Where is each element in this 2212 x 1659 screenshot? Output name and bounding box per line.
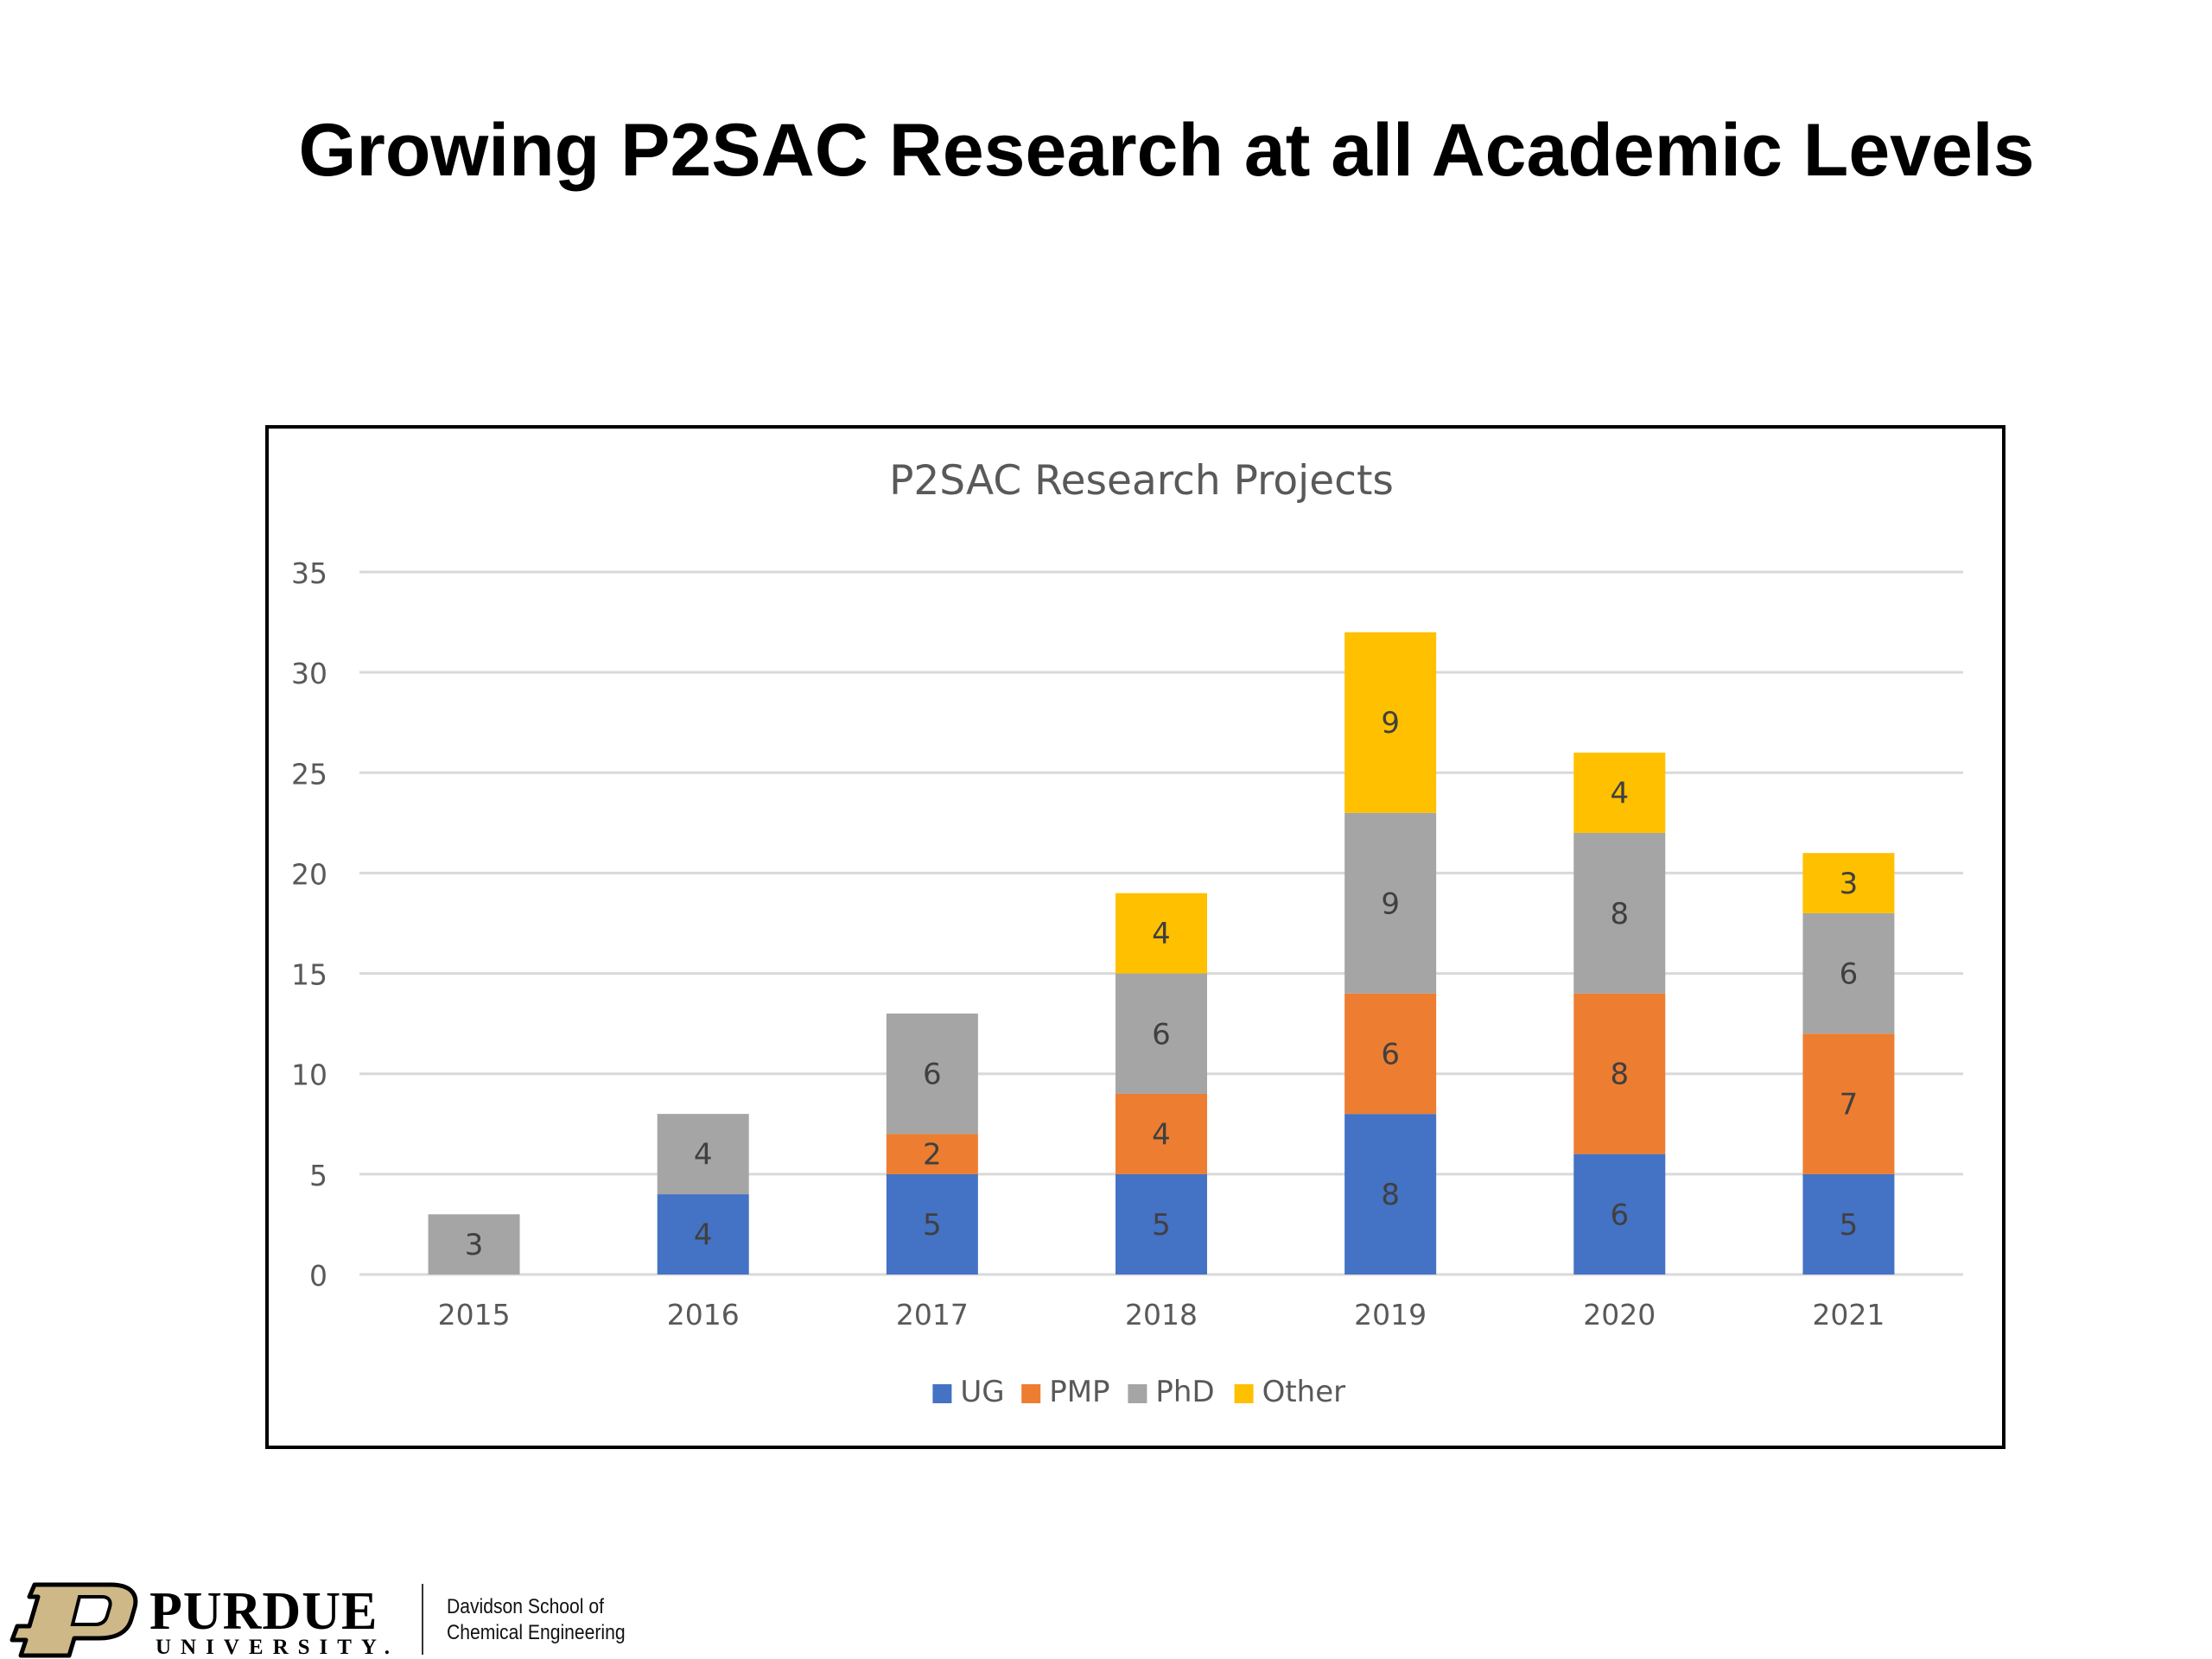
legend-label-phd: PhD	[1155, 1375, 1214, 1409]
data-label: 2	[923, 1138, 942, 1173]
y-tick-label: 10	[291, 1058, 327, 1092]
legend-swatch-pmp	[1021, 1384, 1041, 1403]
bar-segment-other-2020	[1573, 753, 1666, 833]
bar-segment-other-2021	[1802, 853, 1895, 913]
bar-segment-ug-2019	[1344, 1114, 1437, 1274]
legend: UG PMP PhD Other	[932, 1375, 1345, 1409]
bar-segment-ug-2017	[886, 1173, 978, 1274]
university-wordmark: UNIVERSITY.	[156, 1636, 399, 1659]
bar-segment-ug-2020	[1573, 1154, 1666, 1274]
chart-title: P2SAC Research Projects	[889, 457, 1394, 505]
logo-divider	[422, 1584, 423, 1655]
data-label: 4	[1152, 917, 1171, 951]
data-label: 9	[1381, 706, 1400, 741]
x-tick-label: 2020	[1583, 1298, 1656, 1332]
y-tick-label: 35	[291, 556, 327, 590]
department-line-1: Davidson School of	[447, 1595, 604, 1618]
department-line-2: Chemical Engineering	[447, 1621, 626, 1644]
x-tick-label: 2021	[1812, 1298, 1885, 1332]
data-label: 4	[1610, 777, 1629, 811]
data-label: 3	[465, 1228, 484, 1262]
bar-segment-phd-2021	[1802, 912, 1895, 1034]
bar-segment-other-2018	[1116, 893, 1207, 974]
x-tick-label: 2018	[1125, 1298, 1198, 1332]
y-tick-label: 25	[291, 757, 327, 791]
data-label: 6	[1381, 1037, 1400, 1071]
bar-segment-phd-2015	[428, 1214, 520, 1274]
data-label: 5	[1152, 1208, 1171, 1243]
bar-segment-phd-2017	[886, 1014, 978, 1135]
legend-swatch-ug	[932, 1384, 952, 1403]
data-label: 6	[1840, 957, 1859, 992]
y-tick-label: 30	[291, 657, 327, 690]
bar-segment-pmp-2021	[1802, 1033, 1895, 1174]
purdue-p-mark-icon	[10, 1582, 138, 1658]
data-label: 9	[1381, 887, 1400, 921]
bar-segment-phd-2016	[657, 1114, 749, 1195]
bar-segment-pmp-2018	[1116, 1093, 1207, 1174]
bar-segment-ug-2021	[1802, 1173, 1895, 1274]
bar-segment-pmp-2020	[1573, 993, 1666, 1154]
x-tick-label: 2017	[896, 1298, 969, 1332]
y-tick-label: 15	[291, 958, 327, 992]
data-label: 5	[1840, 1208, 1859, 1243]
bar-segment-pmp-2019	[1344, 993, 1437, 1115]
bar-segment-ug-2018	[1116, 1173, 1207, 1274]
data-label: 5	[923, 1208, 942, 1243]
y-tick-label: 0	[309, 1259, 327, 1293]
data-labels: 3 4 4 5 2 6 5 4 6 4 8 6 9 9 6 8 8 4 5 7 6 3	[465, 706, 1858, 1262]
bar-segment-phd-2019	[1344, 812, 1437, 994]
slide-title: Growing P2SAC Research at all Academic L…	[298, 109, 2035, 192]
data-label: 6	[923, 1058, 942, 1092]
data-label: 6	[1152, 1017, 1171, 1052]
bar-segment-other-2019	[1344, 632, 1437, 813]
data-label: 4	[694, 1218, 713, 1253]
legend-swatch-phd	[1128, 1384, 1147, 1403]
data-label: 3	[1840, 867, 1859, 901]
y-axis-ticks: 0 5 10 15 20 25 30 35	[291, 556, 327, 1293]
x-tick-label: 2019	[1354, 1298, 1427, 1332]
data-label: 4	[1152, 1117, 1171, 1152]
data-label: 8	[1610, 1058, 1629, 1092]
chart-frame: P2SAC Research Projects 0 5 10 15 20 25 30 35 3…	[265, 425, 2005, 1449]
data-label: 6	[1610, 1198, 1629, 1232]
y-tick-label: 20	[291, 857, 327, 891]
data-label: 8	[1610, 897, 1629, 931]
legend-label-other: Other	[1262, 1375, 1346, 1409]
bars	[428, 632, 1895, 1274]
bar-segment-ug-2016	[657, 1194, 749, 1274]
purdue-wordmark: PURDUE	[149, 1582, 378, 1641]
x-tick-label: 2015	[438, 1298, 511, 1332]
bar-segment-phd-2018	[1116, 973, 1207, 1094]
bar-segment-phd-2020	[1573, 832, 1666, 994]
legend-label-ug: UG	[960, 1375, 1004, 1409]
x-axis-ticks: 2015 2016 2017 2018 2019 2020 2021	[438, 1298, 1885, 1332]
x-tick-label: 2016	[667, 1298, 740, 1332]
legend-swatch-other	[1234, 1384, 1254, 1403]
data-label: 4	[694, 1138, 713, 1173]
legend-label-pmp: PMP	[1049, 1375, 1109, 1409]
y-tick-label: 5	[309, 1159, 327, 1192]
data-label: 7	[1840, 1088, 1859, 1122]
purdue-logo: PURDUE UNIVERSITY. Davidson School of Ch…	[0, 1580, 657, 1659]
bar-segment-pmp-2017	[886, 1134, 978, 1174]
data-label: 8	[1381, 1178, 1400, 1212]
